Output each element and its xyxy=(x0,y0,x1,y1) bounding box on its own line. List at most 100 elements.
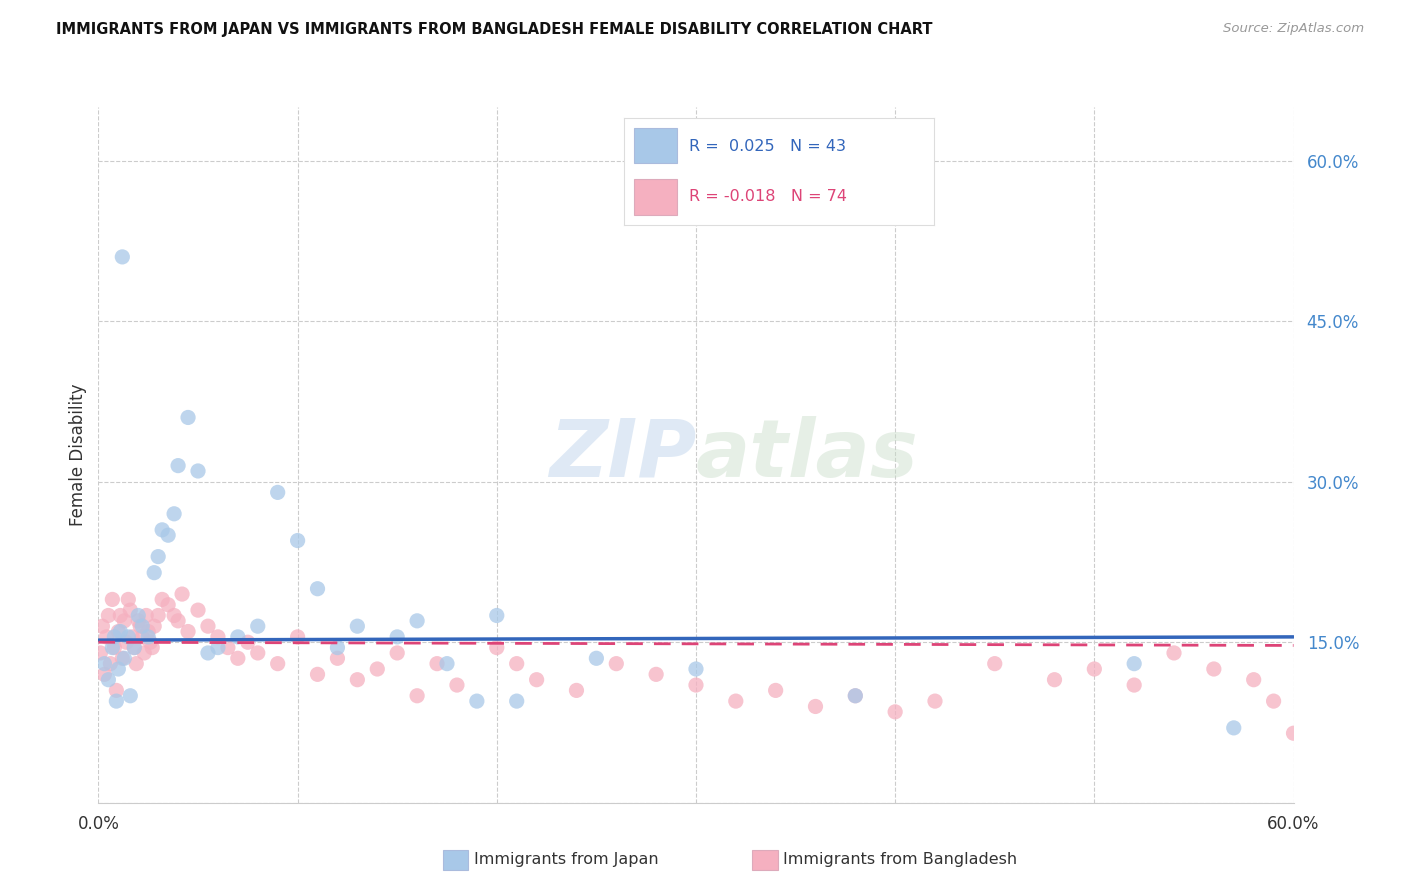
Point xyxy=(585,651,607,665)
Point xyxy=(207,630,229,644)
Point xyxy=(217,640,239,655)
Text: Source: ZipAtlas.com: Source: ZipAtlas.com xyxy=(1223,22,1364,36)
Point xyxy=(1083,662,1105,676)
Point xyxy=(172,587,194,601)
Point xyxy=(645,667,668,681)
Point xyxy=(406,689,429,703)
Point xyxy=(246,646,269,660)
Point xyxy=(110,608,132,623)
Text: atlas: atlas xyxy=(696,416,918,494)
Point xyxy=(157,528,180,542)
Point xyxy=(765,683,787,698)
Text: IMMIGRANTS FROM JAPAN VS IMMIGRANTS FROM BANGLADESH FEMALE DISABILITY CORRELATIO: IMMIGRANTS FROM JAPAN VS IMMIGRANTS FROM… xyxy=(56,22,932,37)
Point xyxy=(105,694,128,708)
Point xyxy=(385,630,409,644)
Point xyxy=(100,657,122,671)
Point xyxy=(246,619,269,633)
Point xyxy=(139,635,162,649)
Point xyxy=(226,651,249,665)
Point xyxy=(125,657,148,671)
Point xyxy=(267,657,290,671)
Point xyxy=(101,592,124,607)
Point xyxy=(148,608,170,623)
Point xyxy=(685,662,707,676)
Point xyxy=(141,640,163,655)
Point xyxy=(103,640,125,655)
Point xyxy=(157,598,180,612)
Point xyxy=(117,592,139,607)
Point xyxy=(526,673,548,687)
Point xyxy=(177,624,200,639)
Point xyxy=(226,630,249,644)
Point xyxy=(124,640,146,655)
Point xyxy=(426,657,449,671)
Point xyxy=(107,624,129,639)
Point xyxy=(465,694,488,708)
Point xyxy=(91,619,114,633)
Point xyxy=(884,705,907,719)
Point xyxy=(127,608,149,623)
Point xyxy=(131,630,153,644)
Point xyxy=(197,646,219,660)
Point xyxy=(163,608,186,623)
Point xyxy=(150,592,173,607)
Point xyxy=(446,678,468,692)
Point xyxy=(96,630,118,644)
Point xyxy=(136,630,159,644)
Point xyxy=(1222,721,1246,735)
Point xyxy=(197,619,219,633)
Bar xyxy=(634,179,676,215)
Point xyxy=(101,640,124,655)
Point xyxy=(134,646,156,660)
Point xyxy=(385,646,409,660)
Point xyxy=(984,657,1007,671)
Point xyxy=(366,662,388,676)
Text: ZIP: ZIP xyxy=(548,416,696,494)
Point xyxy=(844,689,866,703)
Point xyxy=(436,657,458,671)
Point xyxy=(307,667,329,681)
Point xyxy=(163,507,186,521)
Point xyxy=(1043,673,1066,687)
Point xyxy=(103,630,125,644)
Point xyxy=(107,662,129,676)
Point xyxy=(287,533,309,548)
Point xyxy=(187,603,209,617)
Point xyxy=(844,689,866,703)
Y-axis label: Female Disability: Female Disability xyxy=(69,384,87,526)
Point xyxy=(121,630,143,644)
Point xyxy=(346,619,368,633)
Point xyxy=(115,635,138,649)
Point xyxy=(236,635,259,649)
Point xyxy=(605,657,627,671)
Point xyxy=(485,640,508,655)
Point xyxy=(112,651,135,665)
Point xyxy=(150,523,173,537)
Point xyxy=(406,614,429,628)
Point xyxy=(326,651,349,665)
Point xyxy=(111,250,134,264)
Point xyxy=(136,624,159,639)
Point xyxy=(127,614,149,628)
Point xyxy=(167,614,190,628)
Point xyxy=(97,673,120,687)
Point xyxy=(112,614,135,628)
Point xyxy=(120,689,142,703)
Point xyxy=(1243,673,1265,687)
Point xyxy=(506,694,529,708)
Text: R =  0.025   N = 43: R = 0.025 N = 43 xyxy=(689,138,846,153)
Point xyxy=(143,619,166,633)
Point xyxy=(267,485,290,500)
Point xyxy=(307,582,329,596)
Point xyxy=(804,699,827,714)
Point xyxy=(207,640,229,655)
Point xyxy=(97,608,120,623)
Point xyxy=(110,624,132,639)
Point xyxy=(120,603,142,617)
Point xyxy=(1123,678,1146,692)
Point xyxy=(187,464,209,478)
Point xyxy=(724,694,747,708)
Point xyxy=(924,694,946,708)
Point xyxy=(93,667,115,681)
Point xyxy=(1202,662,1225,676)
